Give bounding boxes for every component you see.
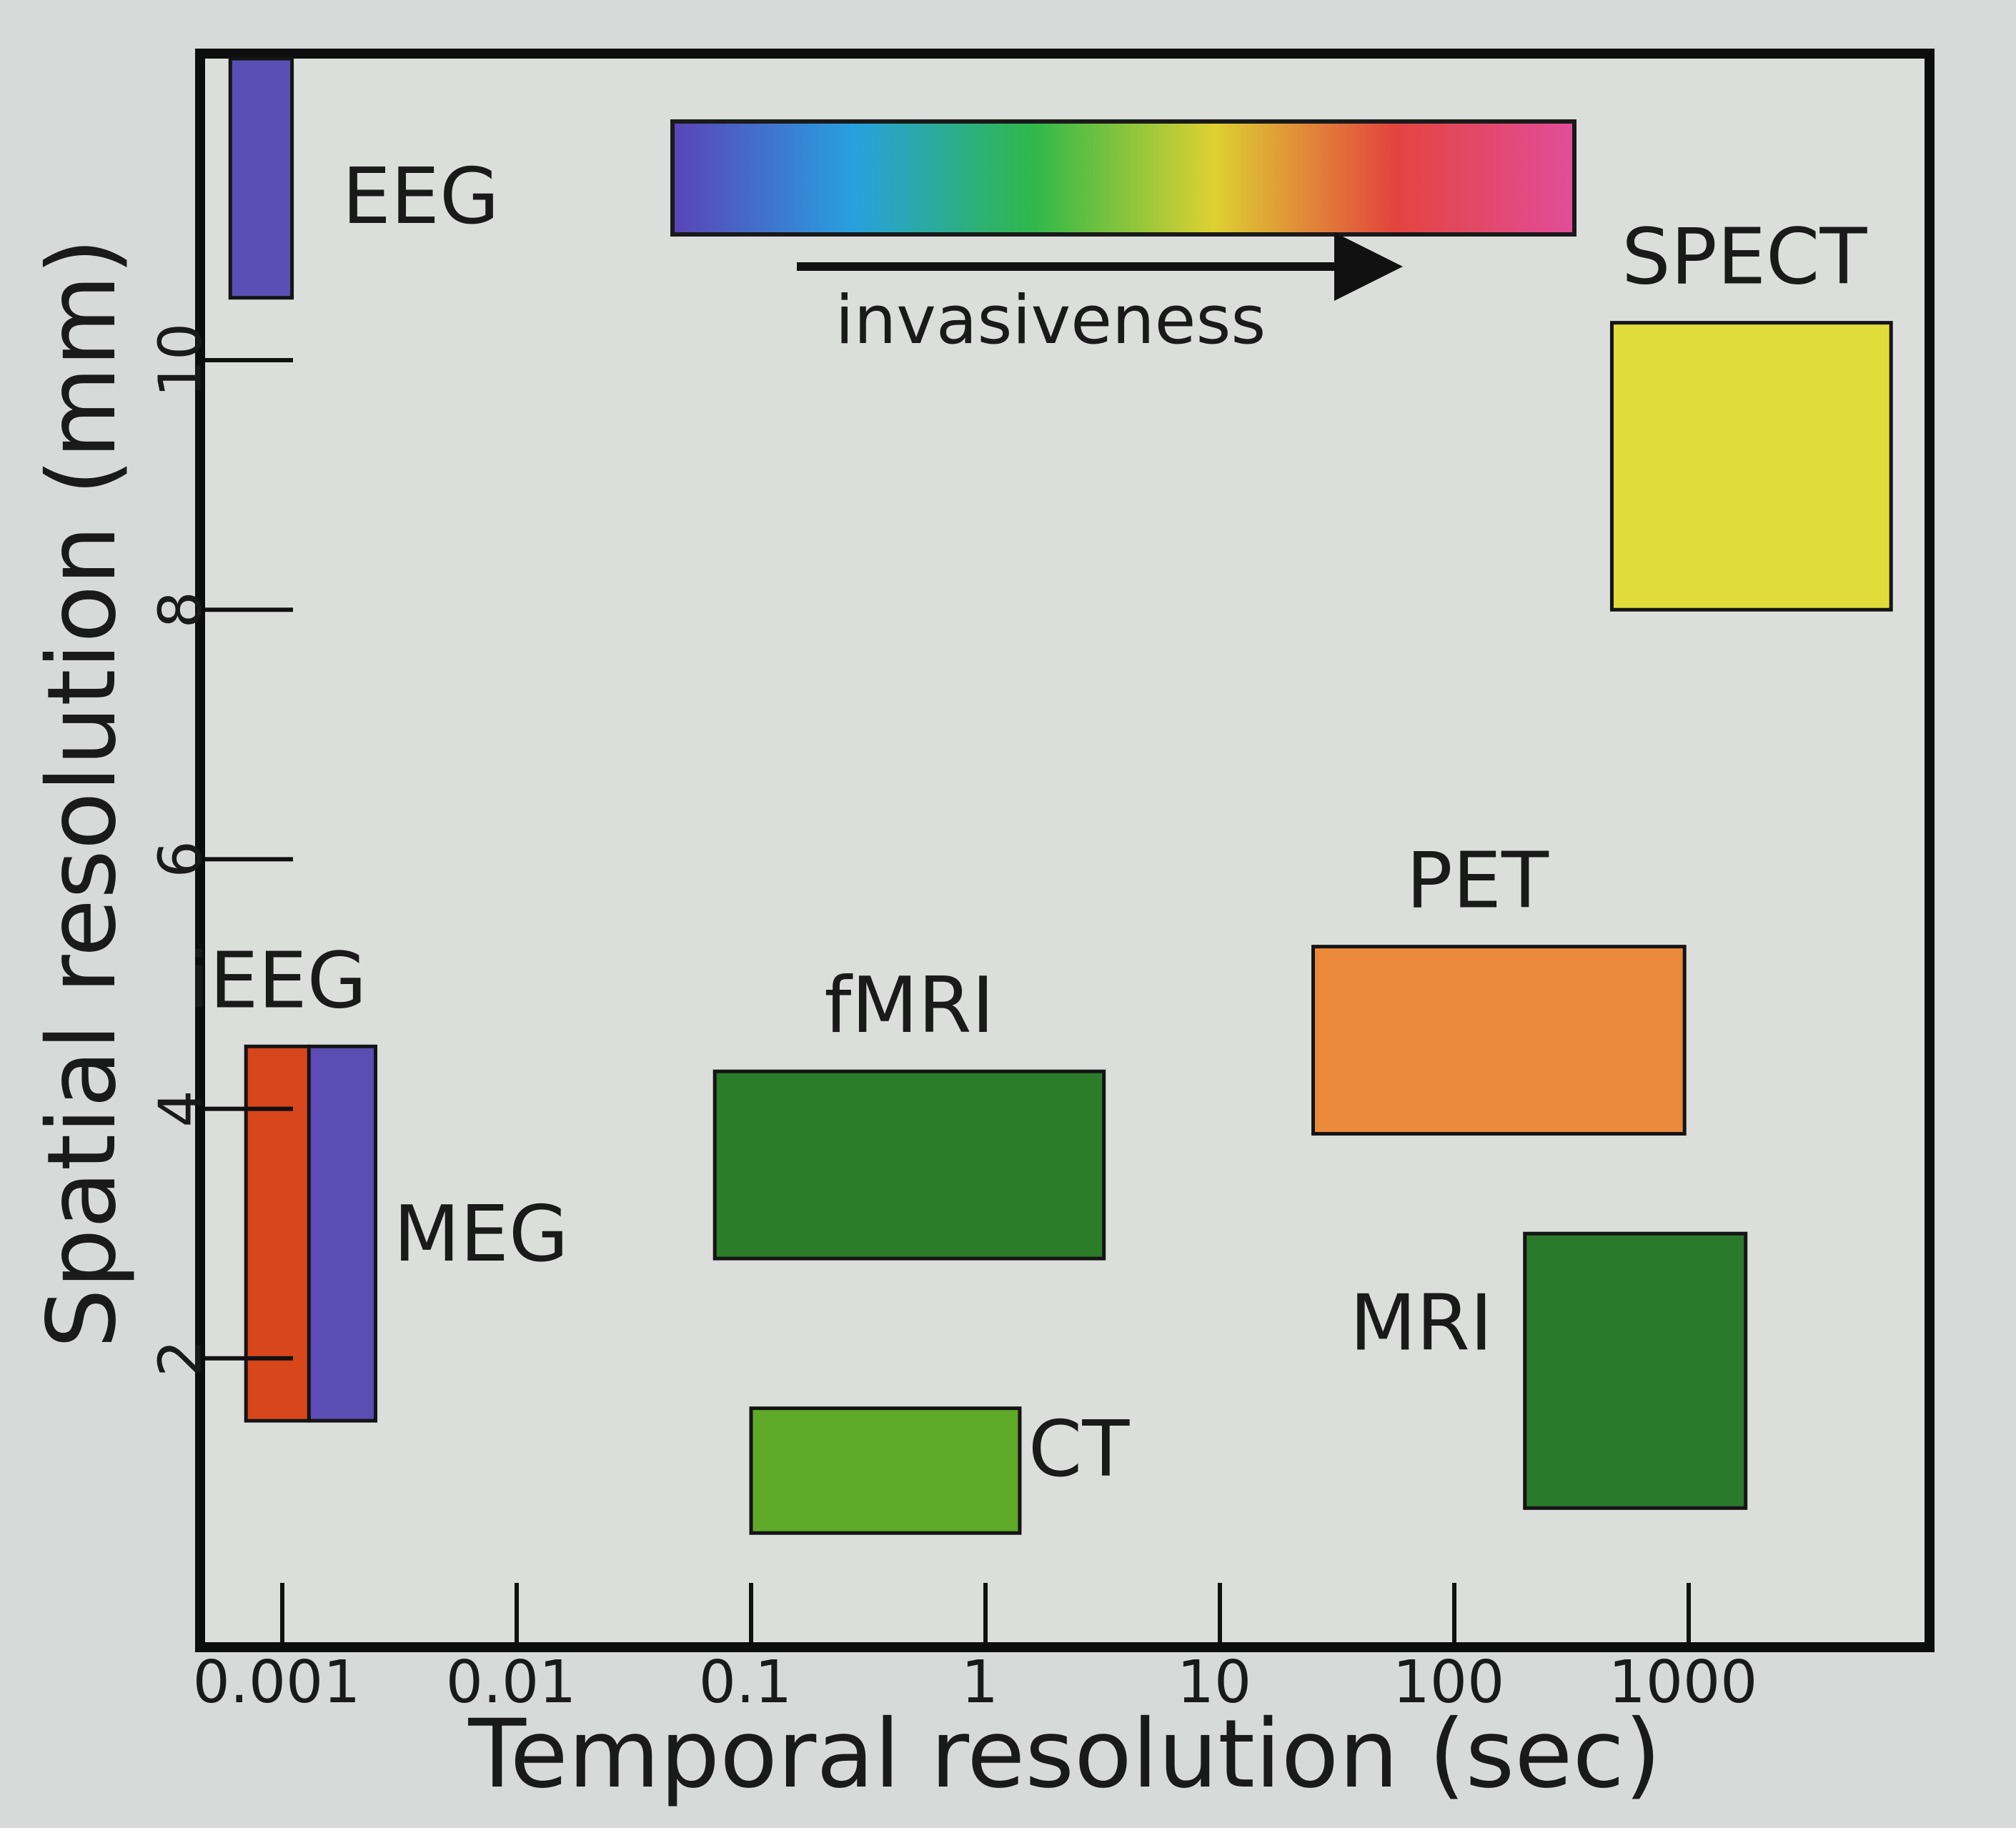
fmri-range-box	[712, 1069, 1106, 1261]
mri-label: MRI	[1350, 1278, 1493, 1368]
y-tick-label-10: 10	[147, 323, 214, 397]
meg-label: MEG	[394, 1190, 569, 1279]
ieeg-range-box	[244, 1044, 311, 1423]
x-tick-label-10: 10	[1177, 1649, 1251, 1717]
spect-range-box	[1609, 321, 1893, 612]
ieeg-label: iEEG	[188, 936, 367, 1025]
invasiveness-gradient-bar	[670, 119, 1576, 237]
x-tick-label-1: 1	[961, 1649, 998, 1717]
invasiveness-legend: invasiveness	[670, 119, 1576, 359]
y-axis-title: Spatial resolution (mm)	[27, 238, 137, 1348]
eeg-range-box	[228, 56, 294, 300]
ct-label: CT	[1028, 1405, 1130, 1494]
pet-label: PET	[1406, 837, 1549, 926]
y-ticks-layer: 2 4 6 8 10	[147, 323, 293, 1377]
eeg-label: EEG	[342, 152, 500, 242]
x-tick-label-0_001: 0.001	[193, 1649, 361, 1717]
pet-range-box	[1311, 945, 1687, 1136]
y-tick-label-4: 4	[147, 1091, 214, 1128]
fmri-label: fMRI	[824, 961, 994, 1050]
invasiveness-label: invasiveness	[835, 282, 1266, 359]
meg-range-box	[307, 1044, 378, 1423]
ct-range-box	[749, 1406, 1022, 1535]
y-tick-label-8: 8	[147, 591, 214, 628]
x-axis-title: Temporal resolution (sec)	[467, 1699, 1661, 1809]
x-tick-label-100: 100	[1393, 1649, 1505, 1717]
x-tick-label-0_01: 0.01	[446, 1649, 577, 1717]
x-ticks-layer: 0.001 0.01 0.1 1 10 100 1000	[193, 1583, 1758, 1717]
x-tick-label-0_1: 0.1	[699, 1649, 792, 1717]
mri-range-box	[1523, 1231, 1748, 1510]
y-tick-label-2: 2	[147, 1340, 214, 1377]
y-tick-label-6: 6	[147, 840, 214, 878]
x-tick-label-1000: 1000	[1609, 1649, 1758, 1717]
spect-label: SPECT	[1622, 213, 1867, 302]
